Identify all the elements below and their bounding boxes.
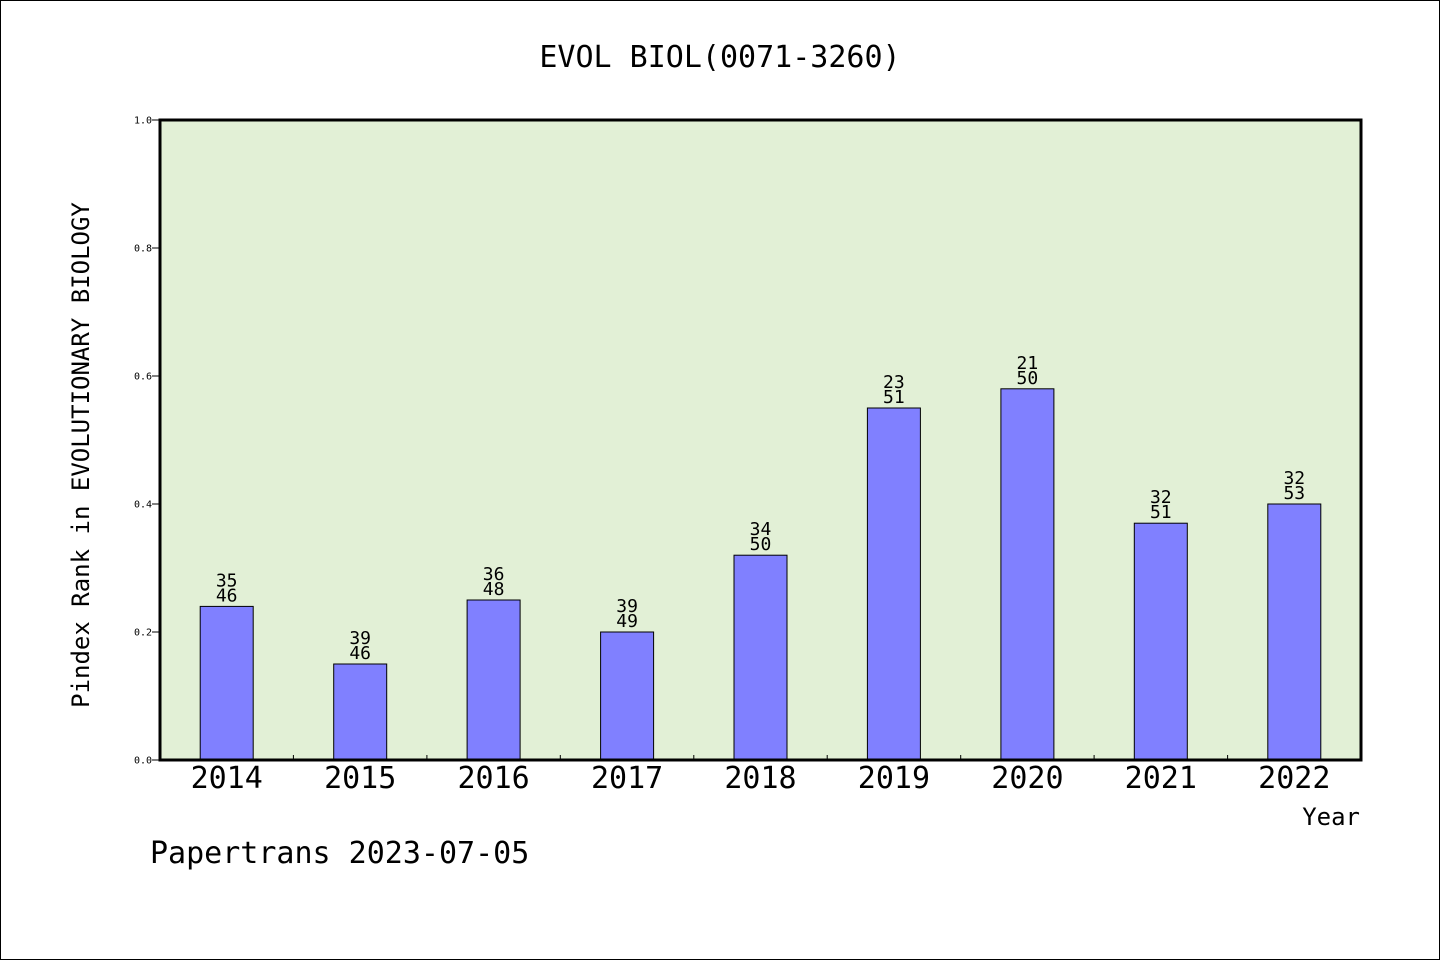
x-ticks-group: 2014 2015 2016 2017 2018 2019 2020 2021 2022: [191, 755, 1330, 796]
y-tick-label-2: 0.4: [134, 500, 152, 511]
rank-label-2014: 35: [216, 570, 238, 591]
bar-2021: [1133, 522, 1188, 761]
total-label-2020: 50: [1017, 368, 1039, 389]
total-label-2017: 49: [616, 611, 638, 632]
y-tick-label-4: 0.8: [134, 244, 152, 255]
x-tick-label-2015: 2015: [324, 761, 396, 796]
rank-label-2016: 36: [483, 564, 505, 585]
y-tick-label-1: 0.2: [134, 628, 152, 639]
total-label-2021: 51: [1150, 502, 1172, 523]
bar-2022: [1267, 503, 1322, 761]
y-tick-label-0: 0.0: [134, 756, 152, 767]
x-tick-label-2019: 2019: [858, 761, 930, 796]
total-label-2016: 48: [483, 579, 505, 600]
x-tick-label-2018: 2018: [724, 761, 796, 796]
total-label-2014: 46: [216, 585, 238, 606]
total-label-2019: 51: [883, 387, 905, 408]
x-axis-label: Year: [1302, 803, 1360, 831]
rank-label-2020: 21: [1017, 353, 1039, 374]
bar-2019: [866, 407, 921, 761]
y-tick-label-3: 0.6: [134, 372, 152, 383]
x-tick-label-2022: 2022: [1258, 761, 1330, 796]
x-tick-label-2017: 2017: [591, 761, 663, 796]
total-label-2018: 50: [750, 534, 772, 555]
y-ticks-group: 0.0 0.2 0.4 0.6 0.8 1.0: [134, 116, 160, 767]
x-tick-label-2014: 2014: [191, 761, 263, 796]
x-tick-label-2016: 2016: [457, 761, 529, 796]
rank-label-2015: 39: [349, 628, 371, 649]
bar-2015: [333, 663, 388, 761]
footer-credit: Papertrans 2023-07-05: [150, 836, 529, 871]
rank-label-2019: 23: [883, 372, 905, 393]
y-tick-label-5: 1.0: [134, 116, 152, 127]
bar-2014: [199, 605, 254, 761]
bar-2018: [733, 554, 788, 761]
rank-label-2022: 32: [1283, 468, 1305, 489]
total-label-2022: 53: [1283, 483, 1305, 504]
x-tick-label-2020: 2020: [991, 761, 1063, 796]
bar-2020: [1000, 388, 1055, 761]
rank-label-2018: 34: [750, 519, 772, 540]
bars-group: [199, 388, 1322, 761]
plot-border: [158, 118, 1363, 762]
chart-title: EVOL BIOL(0071-3260): [539, 40, 900, 75]
y-axis-label: Pindex Rank in EVOLUTIONARY BIOLOGY: [67, 202, 95, 708]
bar-2016: [466, 599, 521, 761]
total-label-2015: 46: [349, 643, 371, 664]
rank-label-2017: 39: [616, 596, 638, 617]
rank-label-2021: 32: [1150, 487, 1172, 508]
bar-2017: [600, 631, 655, 761]
x-tick-label-2021: 2021: [1125, 761, 1197, 796]
